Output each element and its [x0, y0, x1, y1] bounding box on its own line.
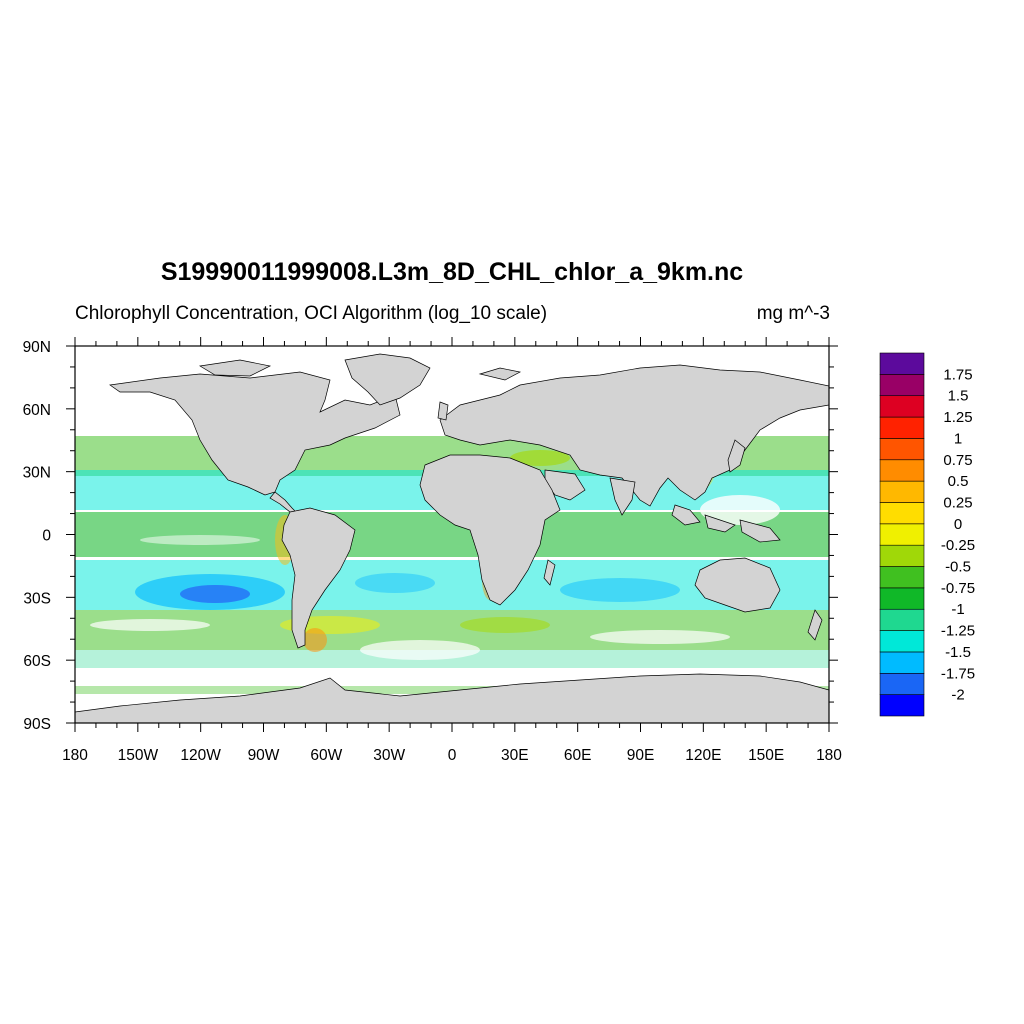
- longitude-axis: 180 150W 120W 90W 60W 30W 0 30E 60E 90E 120E 150E 18…: [62, 337, 842, 764]
- lon-label: 0: [448, 747, 457, 764]
- colorbar-label: -0.25: [941, 537, 975, 554]
- colorbar-swatch: [879, 630, 925, 653]
- lat-label: 30S: [23, 590, 51, 607]
- lon-label: 150W: [118, 747, 159, 764]
- colorbar-label: -1.5: [945, 644, 971, 661]
- colorbar-swatch: [879, 374, 925, 397]
- lat-label: 90S: [23, 716, 51, 733]
- lon-label: 180: [62, 747, 88, 764]
- colorbar-label: 1.25: [943, 409, 972, 426]
- map-subtitle: Chlorophyll Concentration, OCI Algorithm…: [75, 303, 548, 324]
- lat-label: 0: [42, 528, 51, 545]
- colorbar-swatch: [879, 438, 925, 461]
- colorbar-label: 1: [954, 430, 962, 447]
- colorbar-swatch: [879, 672, 925, 695]
- colorbar-swatch: [879, 395, 925, 418]
- lon-label: 90W: [248, 747, 280, 764]
- colorbar-swatch: [879, 544, 925, 567]
- colorbar-swatch: [879, 523, 925, 546]
- lon-label: 30W: [373, 747, 405, 764]
- colorbar-label: 1.75: [943, 366, 972, 383]
- lon-label: 180: [816, 747, 842, 764]
- colorbar-label: -0.5: [945, 559, 971, 576]
- lon-label: 120E: [685, 747, 721, 764]
- land: [75, 353, 829, 723]
- units-label: mg m^-3: [756, 303, 830, 324]
- colorbar-label: 1.5: [948, 388, 969, 405]
- colorbar-swatch: [879, 587, 925, 610]
- colorbar-swatch: [879, 502, 925, 525]
- colorbar-label: -1: [951, 601, 964, 618]
- lat-label: 90N: [23, 339, 51, 356]
- map-title: S19990011999008.L3m_8D_CHL_chlor_a_9km.n…: [160, 258, 744, 286]
- lon-label: 90E: [627, 747, 655, 764]
- lon-label: 150E: [748, 747, 784, 764]
- colorbar-swatch: [879, 608, 925, 631]
- colorbar-swatch: [879, 352, 925, 375]
- colorbar-swatch: [879, 694, 925, 717]
- lon-label: 30E: [501, 747, 529, 764]
- latitude-axis: 90N 60N 30N 0 30S 60S 90S: [23, 339, 838, 733]
- colorbar-label: -1.75: [941, 665, 975, 682]
- lon-label: 60W: [310, 747, 342, 764]
- colorbar-label: 0.5: [948, 473, 969, 490]
- lat-label: 60S: [23, 653, 51, 670]
- lat-label: 30N: [23, 465, 51, 482]
- colorbar-label: -2: [951, 687, 964, 704]
- colorbar-swatch: [879, 480, 925, 503]
- lon-label: 120W: [180, 747, 221, 764]
- colorbar-label: 0: [954, 516, 962, 533]
- colorbar-swatch: [879, 651, 925, 674]
- colorbar-label: 0.75: [943, 452, 972, 469]
- colorbar-label: 0.25: [943, 494, 972, 511]
- colorbar-label: -0.75: [941, 580, 975, 597]
- colorbar-label: -1.25: [941, 623, 975, 640]
- map-plot: [75, 346, 829, 723]
- lon-label: 60E: [564, 747, 592, 764]
- colorbar-swatch: [879, 459, 925, 482]
- colorbar-swatch: [879, 416, 925, 439]
- colorbar-swatch: [879, 566, 925, 589]
- colorbar: -2 -1.75 -1.5 -1.25 -1 -0.75 -0.5 -0.25 0 0.25 0.5…: [879, 352, 975, 717]
- lat-label: 60N: [23, 402, 51, 419]
